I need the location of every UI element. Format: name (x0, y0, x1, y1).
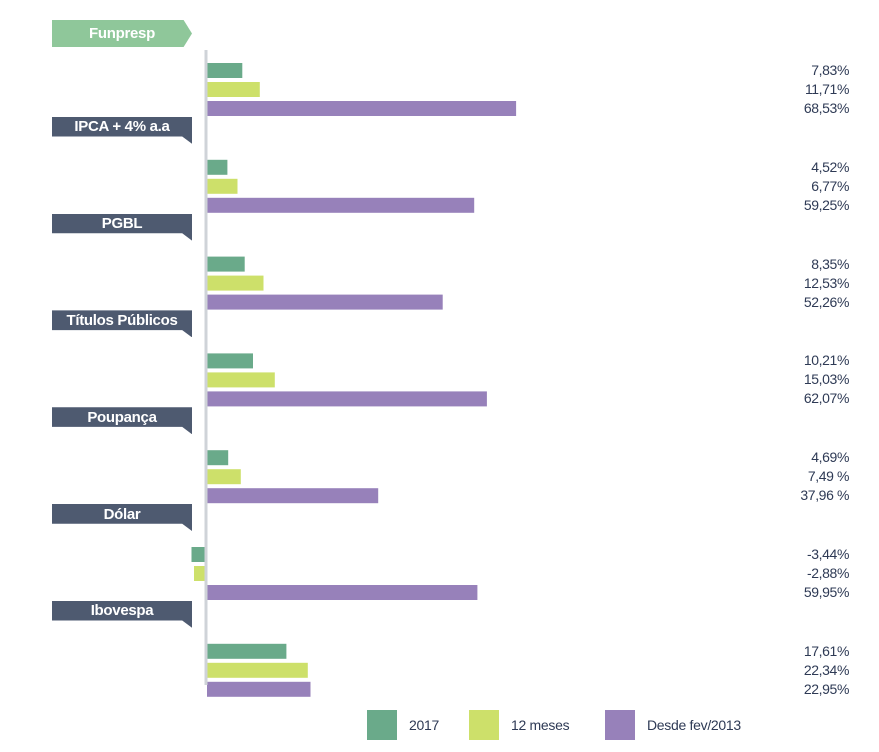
legend-label-12-meses: 12 meses (511, 717, 570, 733)
bar-dolar-12-meses (194, 566, 207, 581)
bar-funpresp-12-meses (207, 82, 260, 97)
legend-swatch-2017 (367, 710, 397, 740)
value-label-ipca-4-a-a-desde-fev-2013: 59,25% (803, 196, 849, 213)
value-label-funpresp-desde-fev-2013: 68,53% (803, 100, 849, 116)
value-label-poupanca-12-meses: 7,49 % (807, 468, 850, 485)
value-label-dolar-12-meses: -2,88% (807, 565, 849, 581)
bar-funpresp-desde-fev-2013 (207, 101, 517, 116)
bar-titulos-publicos-2017 (207, 353, 253, 369)
bar-dolar-2017 (191, 547, 207, 562)
bar-poupanca-12-meses (207, 469, 241, 485)
value-label-titulos-publicos-desde-fev-2013: 62,07% (803, 390, 849, 407)
value-label-titulos-publicos-12-meses: 15,03% (803, 371, 849, 388)
value-label-ipca-4-a-a-2017: 4,52% (811, 158, 849, 175)
value-label-poupanca-2017: 4,69% (811, 449, 849, 466)
bar-poupanca-desde-fev-2013 (207, 488, 379, 504)
value-label-ipca-4-a-a-12-meses: 6,77% (811, 177, 849, 194)
legend-item-12-meses: 12 meses (469, 710, 570, 740)
bar-pgbl-12-meses (207, 275, 264, 291)
value-label-pgbl-12-meses: 12,53% (803, 274, 849, 291)
legend: 2017 12 meses Desde fev/2013 (0, 710, 879, 742)
value-label-funpresp-12-meses: 11,71% (804, 81, 849, 97)
bar-ibovespa-desde-fev-2013 (207, 681, 311, 697)
bar-titulos-publicos-12-meses (207, 372, 275, 388)
bar-ipca-4-a-a-2017 (207, 159, 228, 175)
bar-titulos-publicos-desde-fev-2013 (207, 391, 487, 407)
value-label-ibovespa-12-meses: 22,34% (803, 661, 849, 678)
legend-label-2017: 2017 (409, 717, 439, 733)
legend-item-desde-fev-2013: Desde fev/2013 (605, 710, 741, 740)
value-label-dolar-2017: -3,44% (807, 546, 849, 562)
legend-swatch-desde-fev-2013 (605, 710, 635, 740)
bar-ipca-4-a-a-12-meses (207, 178, 238, 194)
value-label-dolar-desde-fev-2013: 59,95% (803, 584, 849, 600)
value-label-funpresp-2017: 7,83% (811, 62, 849, 78)
bar-ibovespa-2017 (207, 643, 287, 659)
value-label-poupanca-desde-fev-2013: 37,96 % (800, 487, 849, 504)
bars-group (191, 63, 517, 697)
legend-item-2017: 2017 (367, 710, 439, 740)
legend-label-desde-fev-2013: Desde fev/2013 (647, 717, 741, 733)
bar-pgbl-2017 (207, 256, 245, 272)
bar-ibovespa-12-meses (207, 662, 308, 678)
bar-poupanca-2017 (207, 450, 229, 466)
value-label-pgbl-2017: 8,35% (811, 255, 849, 272)
bar-pgbl-desde-fev-2013 (207, 294, 443, 310)
value-label-pgbl-desde-fev-2013: 52,26% (803, 293, 849, 310)
value-label-ibovespa-desde-fev-2013: 22,95% (803, 680, 849, 697)
bar-funpresp-2017 (207, 63, 243, 78)
value-label-ibovespa-2017: 17,61% (803, 642, 849, 659)
value-label-titulos-publicos-2017: 10,21% (803, 352, 849, 369)
category-tag-funpresp: Funpresp (52, 20, 192, 47)
bar-ipca-4-a-a-desde-fev-2013 (207, 197, 475, 213)
legend-swatch-12-meses (469, 710, 499, 740)
bar-dolar-desde-fev-2013 (207, 585, 478, 600)
